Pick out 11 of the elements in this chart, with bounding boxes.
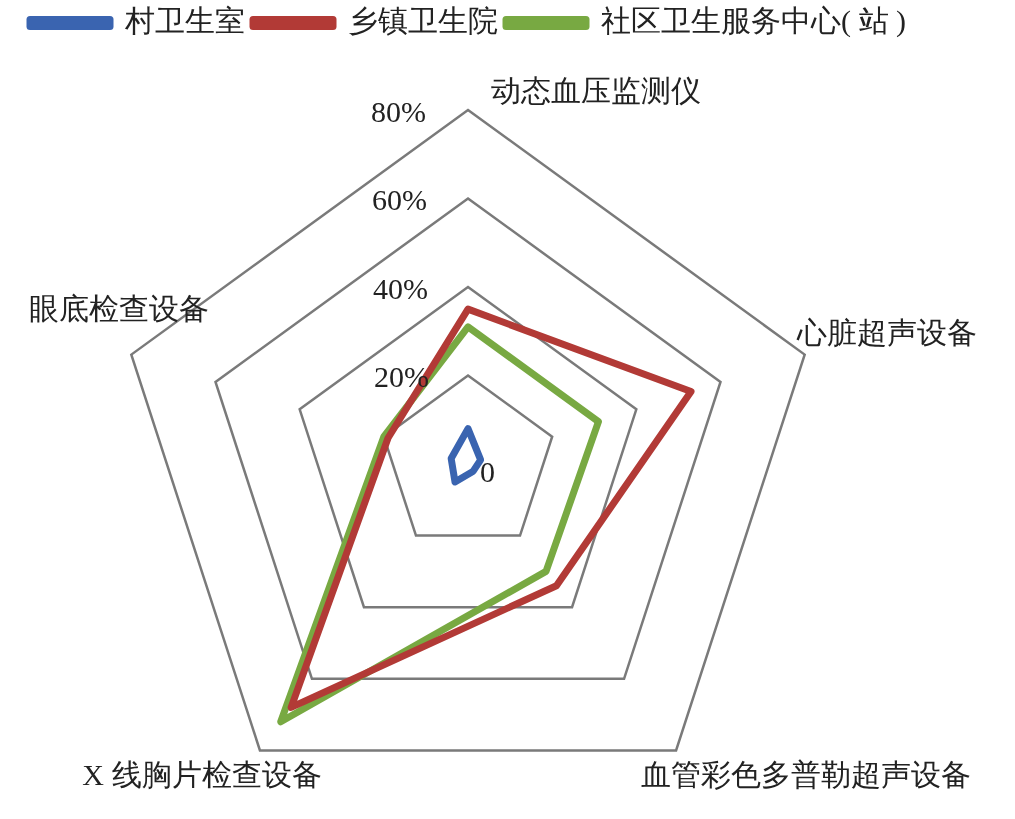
y-tick-label: 0: [480, 454, 495, 488]
spoke-label: 血管彩色多普勒超声设备: [641, 758, 972, 792]
spoke-label: 动态血压监测仪: [491, 73, 701, 107]
legend-label: 社区卫生服务中心( 站 ): [601, 3, 906, 38]
y-tick-label: 80%: [371, 94, 426, 128]
spoke-label: 心脏超声设备: [795, 316, 977, 350]
legend-label: 村卫生室: [124, 3, 246, 37]
y-tick-label: 40%: [373, 271, 428, 305]
y-tick-label: 60%: [372, 183, 427, 217]
legend-label: 乡镇卫生院: [348, 3, 499, 37]
spoke-label: X 线胸片检查设备: [82, 758, 322, 792]
